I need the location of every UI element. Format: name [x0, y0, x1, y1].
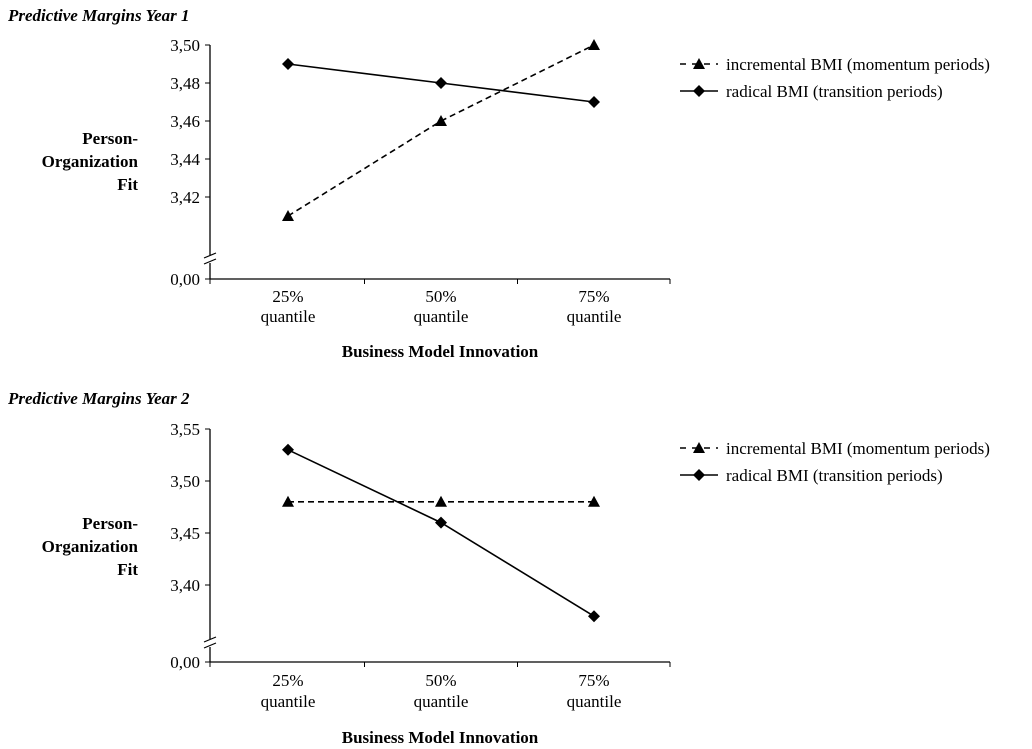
- y-tick-label: 3,42: [170, 188, 200, 207]
- x-tick-label: 75%: [578, 287, 609, 306]
- series-radical-bmi: [282, 443, 600, 623]
- x-tick-label: quantile: [414, 692, 469, 711]
- data-point-diamond: [588, 96, 600, 108]
- y-tick-label: 3,40: [170, 576, 200, 595]
- x-tick-label: 75%: [578, 671, 609, 690]
- y-tick-label: 3,50: [170, 36, 200, 55]
- legend-label: radical BMI (transition periods): [726, 82, 943, 101]
- legend-label: radical BMI (transition periods): [726, 466, 943, 485]
- data-point-diamond: [435, 516, 447, 529]
- y-axis-title: Person-: [82, 514, 138, 533]
- y-axis-title: Fit: [117, 175, 138, 194]
- y-tick-label: 0,00: [170, 653, 200, 672]
- y-tick-label: 0,00: [170, 270, 200, 289]
- x-tick-label: quantile: [567, 307, 622, 326]
- data-point-triangle: [588, 39, 600, 50]
- legend-label: incremental BMI (momentum periods): [726, 55, 990, 74]
- legend-item: radical BMI (transition periods): [680, 82, 943, 101]
- x-tick-label: 25%: [272, 671, 303, 690]
- series-line: [287, 44, 595, 217]
- x-axis-title: Business Model Innovation: [342, 728, 539, 747]
- series-radical-bmi: [282, 58, 600, 108]
- data-point-diamond: [282, 443, 294, 456]
- legend-label: incremental BMI (momentum periods): [726, 439, 990, 458]
- x-tick-label: 25%: [272, 287, 303, 306]
- y-axis-break-mark: [203, 636, 217, 643]
- data-point-triangle: [282, 495, 294, 507]
- x-axis-title: Business Model Innovation: [342, 342, 539, 361]
- y-tick-label: 3,44: [170, 150, 200, 169]
- chart-title-year2: Predictive Margins Year 2: [8, 389, 190, 408]
- data-point-triangle: [693, 58, 705, 69]
- data-point-triangle: [435, 115, 447, 126]
- y-axis-title: Fit: [117, 560, 138, 579]
- y-axis-break-mark: [203, 252, 217, 259]
- data-point-diamond: [282, 58, 294, 70]
- y-axis-title: Organization: [42, 152, 139, 171]
- legend-item: incremental BMI (momentum periods): [680, 55, 990, 74]
- data-point-triangle: [282, 210, 294, 221]
- y-tick-label: 3,55: [170, 420, 200, 439]
- y-tick-label: 3,50: [170, 472, 200, 491]
- x-tick-label: quantile: [567, 692, 622, 711]
- y-tick-label: 3,45: [170, 524, 200, 543]
- x-tick-label: quantile: [261, 692, 316, 711]
- series-incremental-bmi: [282, 495, 600, 507]
- data-point-diamond: [693, 469, 705, 481]
- data-point-triangle: [435, 495, 447, 507]
- y-axis-title: Person-: [82, 129, 138, 148]
- x-tick-label: quantile: [414, 307, 469, 326]
- series-incremental-bmi: [282, 39, 600, 221]
- chart-1: 3,503,483,463,443,420,0025%quantile50%qu…: [42, 36, 990, 361]
- data-point-diamond: [588, 610, 600, 623]
- data-point-triangle: [693, 442, 705, 453]
- chart-title-year1: Predictive Margins Year 1: [8, 6, 190, 25]
- x-tick-label: 50%: [425, 671, 456, 690]
- y-axis-title: Organization: [42, 537, 139, 556]
- legend-item: radical BMI (transition periods): [680, 466, 943, 485]
- legend-item: incremental BMI (momentum periods): [680, 439, 990, 458]
- y-axis-break-mark: [203, 642, 217, 649]
- y-tick-label: 3,48: [170, 74, 200, 93]
- series-line: [287, 449, 595, 617]
- x-tick-label: 50%: [425, 287, 456, 306]
- x-tick-label: quantile: [261, 307, 316, 326]
- data-point-triangle: [588, 495, 600, 507]
- y-tick-label: 3,46: [170, 112, 200, 131]
- chart-2: 3,55 3,50 3,45 3,40 0,00 25% quantile 50% quanti…: [42, 420, 990, 747]
- y-axis-break-mark: [203, 258, 217, 265]
- data-point-diamond: [693, 85, 705, 97]
- data-point-diamond: [435, 77, 447, 89]
